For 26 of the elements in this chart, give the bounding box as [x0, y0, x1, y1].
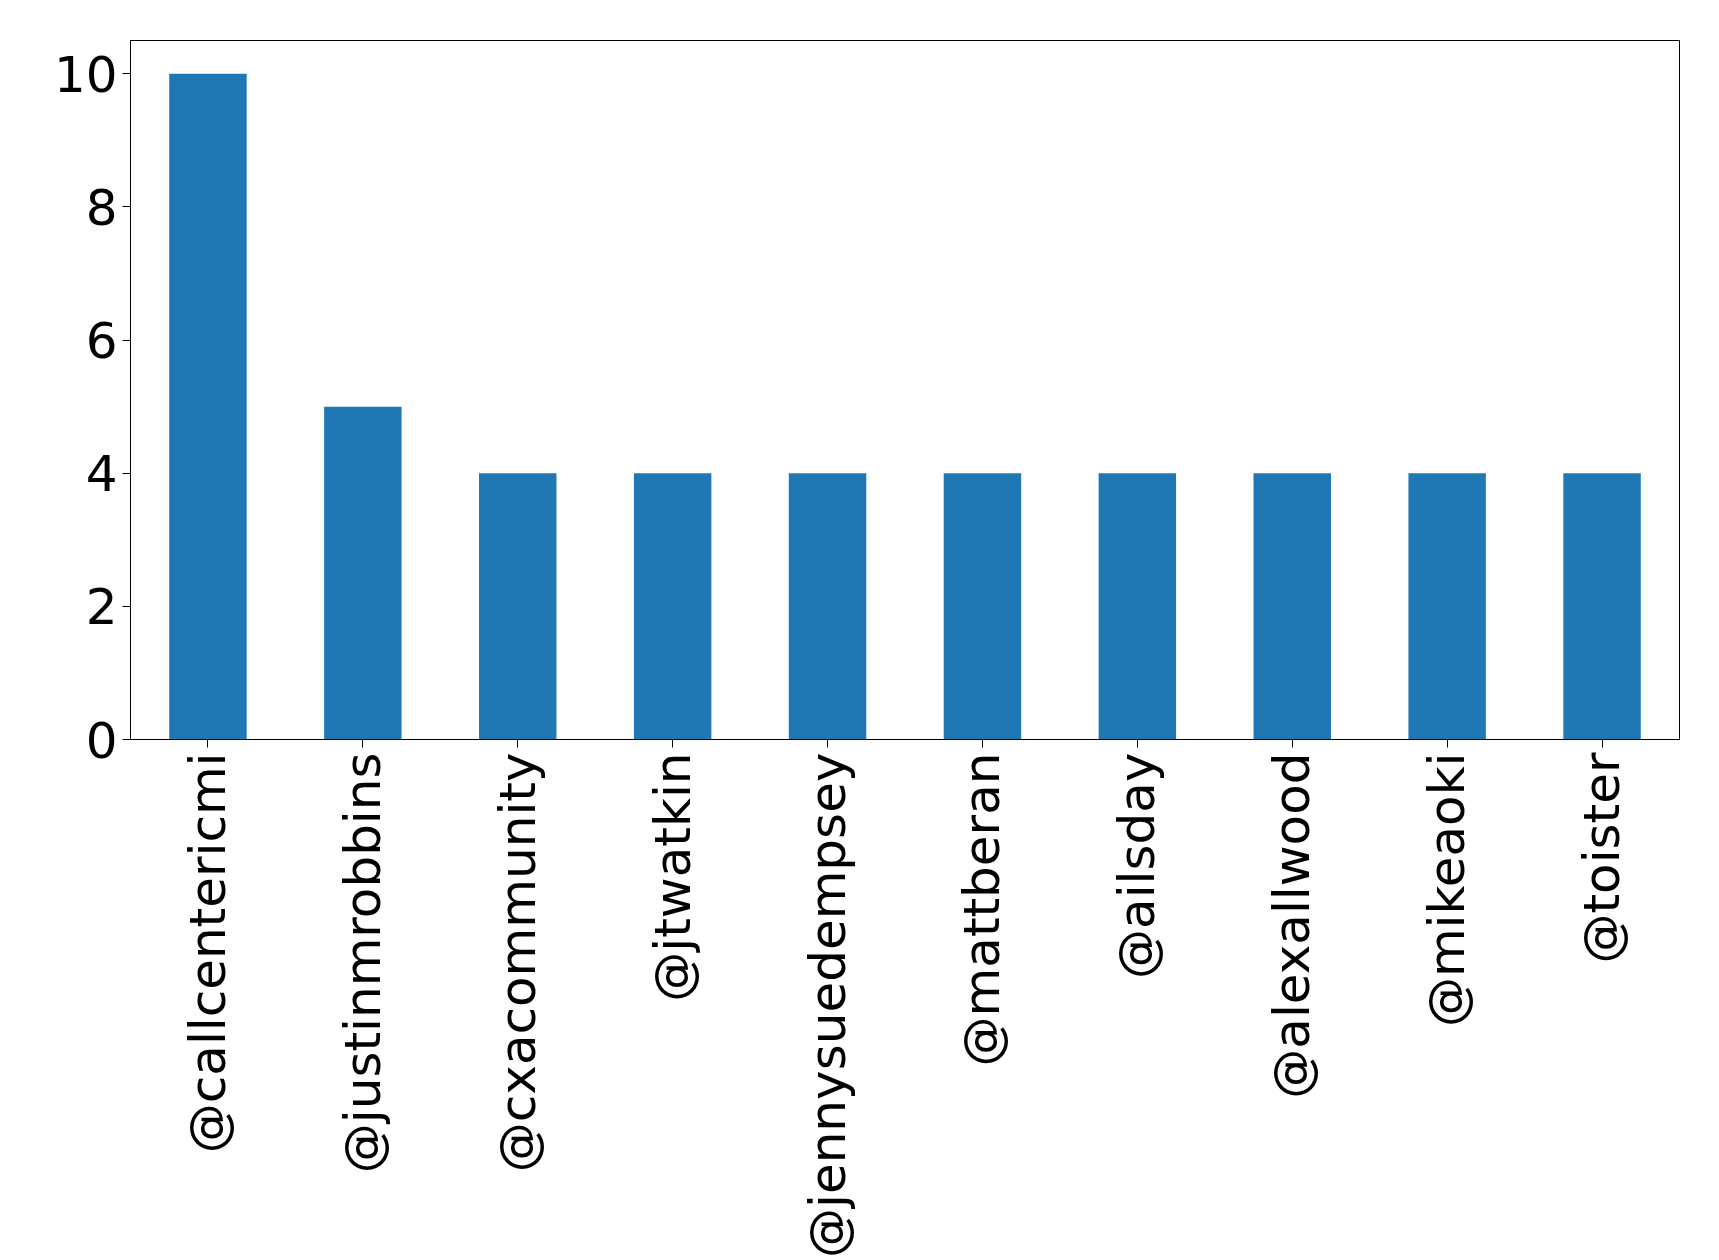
- bar: [788, 473, 867, 740]
- bar: [1098, 473, 1177, 740]
- y-tick-label: 4: [85, 445, 118, 504]
- x-tick-label: @ailsday: [1108, 752, 1167, 979]
- x-tick-label: @jtwatkin: [643, 752, 702, 1002]
- x-tick-label: @callcentericmi: [178, 752, 237, 1154]
- bar: [479, 473, 557, 740]
- x-tick-label: @mikeaoki: [1418, 752, 1477, 1028]
- x-tick-label: @mattberan: [953, 752, 1012, 1067]
- bar: [169, 73, 247, 740]
- x-tick-label: @cxacommunity: [488, 752, 547, 1173]
- bar: [1408, 473, 1486, 740]
- y-tick-label: 6: [85, 312, 118, 371]
- x-tick-label: @alexallwood: [1263, 752, 1322, 1099]
- y-tick-label: 2: [85, 578, 118, 637]
- y-tick-label: 0: [85, 711, 118, 770]
- bar: [633, 473, 712, 740]
- bar: [324, 406, 402, 740]
- y-tick-label: 10: [53, 45, 118, 104]
- bar: [943, 473, 1022, 740]
- x-tick-label: @jennysuedempsey: [798, 752, 857, 1258]
- x-tick-label: @toister: [1573, 752, 1632, 964]
- y-tick-label: 8: [85, 178, 118, 237]
- bar: [1563, 473, 1641, 740]
- x-tick-label: @justinmrobbins: [333, 752, 392, 1174]
- bar: [1253, 473, 1331, 740]
